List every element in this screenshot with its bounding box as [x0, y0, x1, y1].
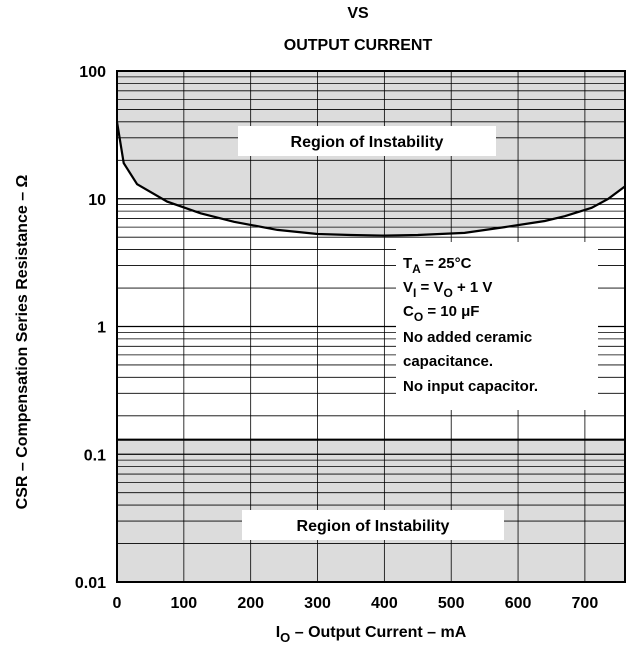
- x-tick-label: 300: [304, 595, 331, 612]
- x-tick-label: 200: [237, 595, 264, 612]
- conditions-text: TA = 25°C VI = VO + 1 V CO = 10 μF No ad…: [403, 255, 538, 395]
- conditions-box: [396, 242, 598, 410]
- y-tick-label: 100: [79, 64, 106, 81]
- x-tick-label: 100: [170, 595, 197, 612]
- y-tick-label: 0.1: [84, 447, 106, 464]
- x-tick-label: 0: [113, 595, 122, 612]
- condition-output-capacitor: CO = 10 μF: [403, 303, 479, 324]
- tick-labels: 0 100 200 300 400 500 600 700 0.01 0.1 1 10 100: [75, 64, 598, 612]
- condition-capacitance: capacitance.: [403, 353, 493, 370]
- upper-stability-boundary: [115, 121, 626, 237]
- y-tick-label: 1: [97, 320, 106, 337]
- x-tick-label: 600: [505, 595, 532, 612]
- chart-title-line-2: OUTPUT CURRENT: [284, 37, 433, 54]
- upper-region-label-bg: [238, 126, 496, 156]
- x-tick-label: 500: [438, 595, 465, 612]
- lower-region-label-bg: [242, 510, 504, 540]
- y-tick-label: 10: [88, 192, 106, 209]
- x-tick-label: 400: [371, 595, 398, 612]
- x-tick-label: 700: [572, 595, 599, 612]
- condition-temperature: TA = 25°C: [403, 255, 472, 276]
- condition-no-ceramic: No added ceramic: [403, 329, 532, 346]
- plot-frame: [116, 70, 626, 583]
- y-tick-label: 0.01: [75, 575, 106, 592]
- lower-region-label: Region of Instability: [297, 518, 450, 535]
- chart-title-line-1: VS: [347, 5, 369, 22]
- condition-input-voltage: VI = VO + 1 V: [403, 279, 492, 300]
- x-axis-label: IO – Output Current – mA: [276, 624, 467, 645]
- y-axis-label: CSR – Compensation Series Resistance – Ω: [14, 174, 31, 509]
- condition-no-input-cap: No input capacitor.: [403, 378, 538, 395]
- upper-region-label: Region of Instability: [291, 134, 444, 151]
